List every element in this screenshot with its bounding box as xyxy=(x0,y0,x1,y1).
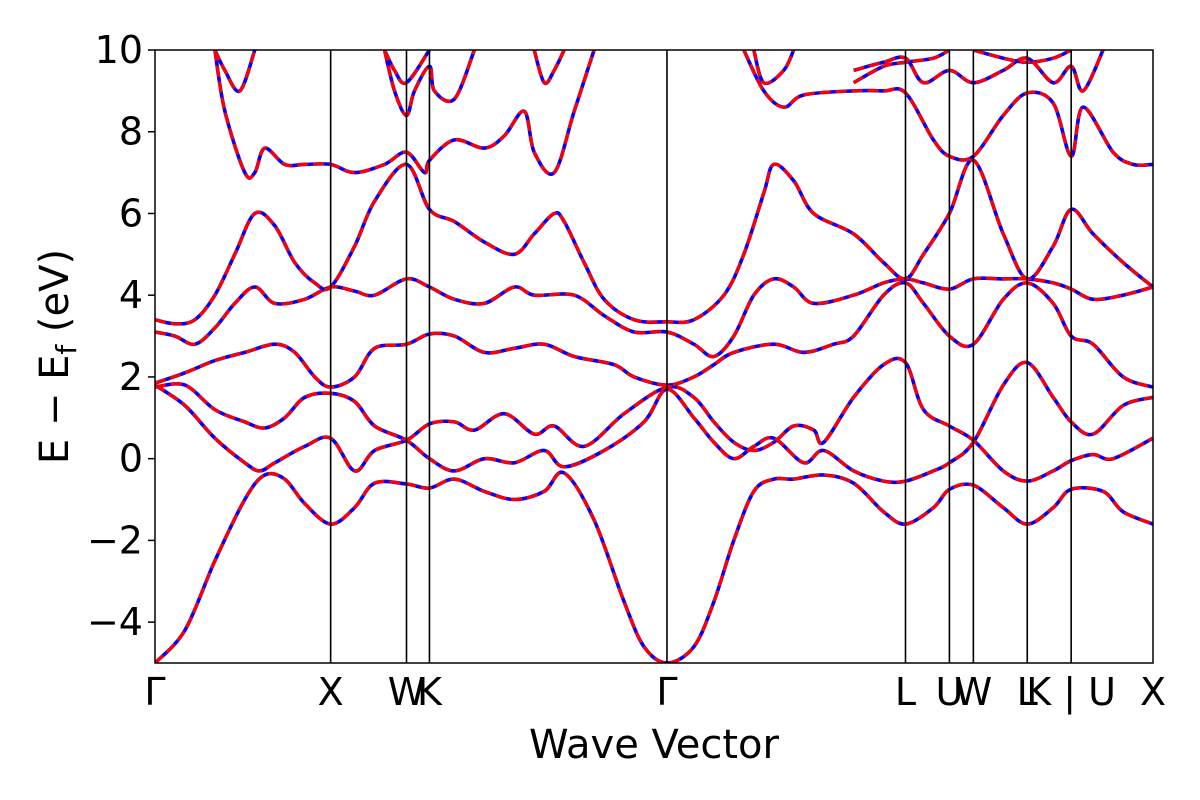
kpoint-lines xyxy=(331,50,1072,663)
band-line-series1-band2 xyxy=(155,362,1153,482)
band-line-series1-band15 xyxy=(973,50,1071,62)
band-line-series1-band0 xyxy=(155,472,1153,663)
y-tick-label-2: 0 xyxy=(119,437,143,481)
band-line-series0-band13 xyxy=(854,50,1104,91)
bands-layer xyxy=(155,50,1153,663)
x-tick-label-9: K | U xyxy=(1026,670,1116,715)
y-tick-label-7: 10 xyxy=(95,28,143,72)
band-line-series0-band4 xyxy=(155,278,1153,356)
x-tick-label-5: L xyxy=(895,670,916,714)
band-line-series1-band7 xyxy=(744,50,1153,165)
x-tick-label-7: W xyxy=(955,670,993,714)
y-axis-title-unit: (eV) xyxy=(32,249,78,345)
band-line-series0-band0 xyxy=(155,472,1153,663)
y-tick-label-6: 8 xyxy=(119,110,143,154)
y-axis-title-main: E − E xyxy=(32,355,78,465)
plot-frame xyxy=(155,50,1153,663)
y-tick-label-1: −2 xyxy=(87,518,143,562)
y-axis-ticks: −4 −2 0 2 4 6 8 10 xyxy=(87,28,155,644)
y-axis-title: E − Ef (eV) xyxy=(32,249,83,464)
y-tick-label-0: −4 xyxy=(87,600,143,644)
y-tick-label-4: 4 xyxy=(119,273,143,317)
x-tick-label-3: K xyxy=(417,670,443,714)
x-tick-label-4: Γ xyxy=(656,670,677,714)
band-line-series1-band10 xyxy=(534,50,564,83)
x-tick-label-0: Γ xyxy=(144,670,165,714)
x-tick-label-1: X xyxy=(318,670,344,714)
y-tick-label-5: 6 xyxy=(119,191,143,235)
x-tick-label-10: X xyxy=(1140,670,1166,714)
y-tick-label-3: 2 xyxy=(119,355,143,399)
x-axis-title: Wave Vector xyxy=(529,722,780,768)
band-line-series1-band4 xyxy=(155,278,1153,356)
band-line-series0-band7 xyxy=(744,50,1153,165)
band-line-series1-band1 xyxy=(155,358,1153,481)
band-line-series0-band1 xyxy=(155,358,1153,481)
band-line-series0-band2 xyxy=(155,362,1153,482)
